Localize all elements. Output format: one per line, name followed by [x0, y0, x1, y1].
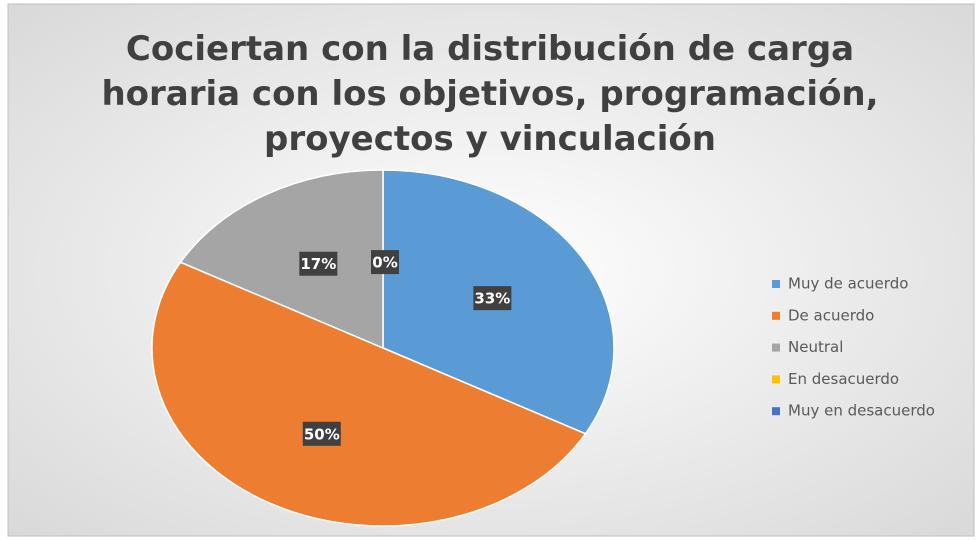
legend-label: Muy en desacuerdo [788, 402, 935, 420]
legend-swatch [772, 407, 780, 416]
legend-label: De acuerdo [788, 306, 874, 324]
pie-slice [179, 169, 384, 350]
data-label-text: 0% [372, 254, 397, 272]
chart-title: Cociertan con la distribución de carga ho… [101, 29, 878, 159]
title-line: horaria con los objetivos, programación, [101, 74, 878, 114]
data-label-text: 50% [304, 425, 340, 443]
data-label: 17% [299, 251, 338, 276]
legend-label: En desacuerdo [788, 370, 899, 388]
data-label: 50% [302, 421, 341, 446]
data-label: 33% [473, 286, 512, 311]
legend-label: Neutral [788, 338, 843, 356]
legend-swatch [772, 343, 780, 352]
legend-swatch [772, 375, 780, 384]
data-label-box [473, 286, 512, 311]
data-label-box [299, 251, 338, 276]
data-label-box [302, 421, 341, 446]
data-label: 0% [371, 250, 399, 275]
pie-slice [151, 261, 587, 527]
data-label-box [371, 250, 399, 275]
title-line: Cociertan con la distribución de carga [126, 29, 854, 69]
data-label-text: 33% [474, 290, 510, 308]
data-label-text: 17% [300, 255, 336, 273]
title-line: proyectos y vinculación [264, 119, 716, 159]
legend-label: Muy de acuerdo [788, 275, 908, 293]
legend-swatch [772, 280, 780, 288]
legend-swatch [772, 311, 780, 320]
